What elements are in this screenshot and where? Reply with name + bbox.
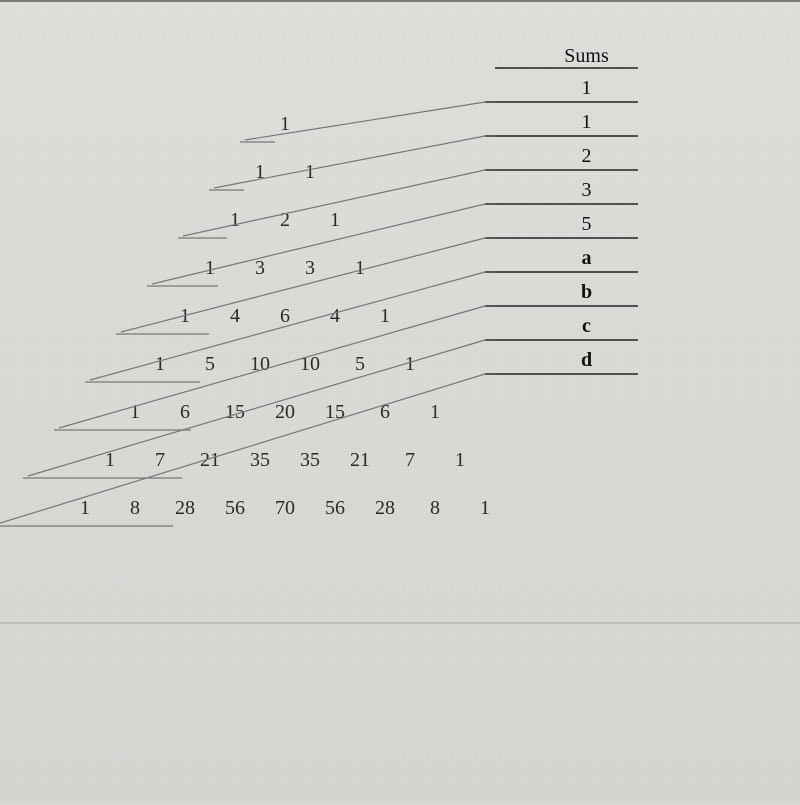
- sum-diagonal: [90, 272, 485, 380]
- pascal-cell: 1: [455, 449, 465, 471]
- sum-label: 2: [582, 145, 592, 167]
- pascal-cell: 7: [405, 449, 415, 471]
- pascal-cell: 1: [430, 401, 440, 423]
- pascal-cell: 3: [305, 257, 315, 279]
- pascal-cell: 5: [205, 353, 215, 375]
- sum-label: 1: [582, 111, 592, 133]
- sum-label: 3: [582, 179, 592, 201]
- pascal-cell: 1: [205, 257, 215, 279]
- page: Sums11235abcd111121133114641151010511615…: [0, 0, 800, 803]
- pascal-cell: 35: [300, 449, 320, 471]
- pascal-cell: 1: [280, 113, 290, 135]
- pascal-cell: 8: [430, 497, 440, 519]
- sum-label: c: [582, 315, 591, 337]
- pascal-cell: 10: [250, 353, 270, 375]
- pascal-cell: 20: [275, 401, 295, 423]
- pascal-cell: 6: [280, 305, 290, 327]
- sum-label: b: [581, 281, 592, 303]
- sum-label: 1: [582, 77, 592, 99]
- pascal-cell: 3: [255, 257, 265, 279]
- pascal-cell: 21: [200, 449, 220, 471]
- pascal-cell: 1: [380, 305, 390, 327]
- pascal-cell: 1: [80, 497, 90, 519]
- pascal-cell: 1: [330, 209, 340, 231]
- pascal-cell: 56: [225, 497, 245, 519]
- pascal-cell: 70: [275, 497, 295, 519]
- pascal-cell: 5: [355, 353, 365, 375]
- sum-label: 5: [582, 213, 592, 235]
- pascal-cell: 1: [405, 353, 415, 375]
- pascal-cell: 8: [130, 497, 140, 519]
- pascal-cell: 28: [375, 497, 395, 519]
- pascal-cell: 6: [180, 401, 190, 423]
- pascal-cell: 1: [305, 161, 315, 183]
- pascal-cell: 56: [325, 497, 345, 519]
- pascal-cell: 2: [280, 209, 290, 231]
- pascal-cell: 1: [480, 497, 490, 519]
- sums-header: Sums: [564, 45, 609, 67]
- pascal-cell: 21: [350, 449, 370, 471]
- content-divider: [0, 622, 800, 624]
- pascal-cell: 35: [250, 449, 270, 471]
- sum-diagonal: [152, 204, 485, 284]
- sum-label: a: [582, 247, 592, 269]
- pascal-cell: 1: [155, 353, 165, 375]
- pascal-cell: 1: [230, 209, 240, 231]
- pascal-cell: 7: [155, 449, 165, 471]
- pascal-cell: 4: [330, 305, 340, 327]
- pascal-diagram: Sums11235abcd111121133114641151010511615…: [0, 2, 800, 805]
- pascal-cell: 28: [175, 497, 195, 519]
- pascal-cell: 1: [130, 401, 140, 423]
- sum-label: d: [581, 349, 592, 371]
- pascal-cell: 1: [355, 257, 365, 279]
- sum-diagonal: [121, 238, 485, 332]
- sum-diagonal: [59, 306, 485, 428]
- pascal-cell: 4: [230, 305, 240, 327]
